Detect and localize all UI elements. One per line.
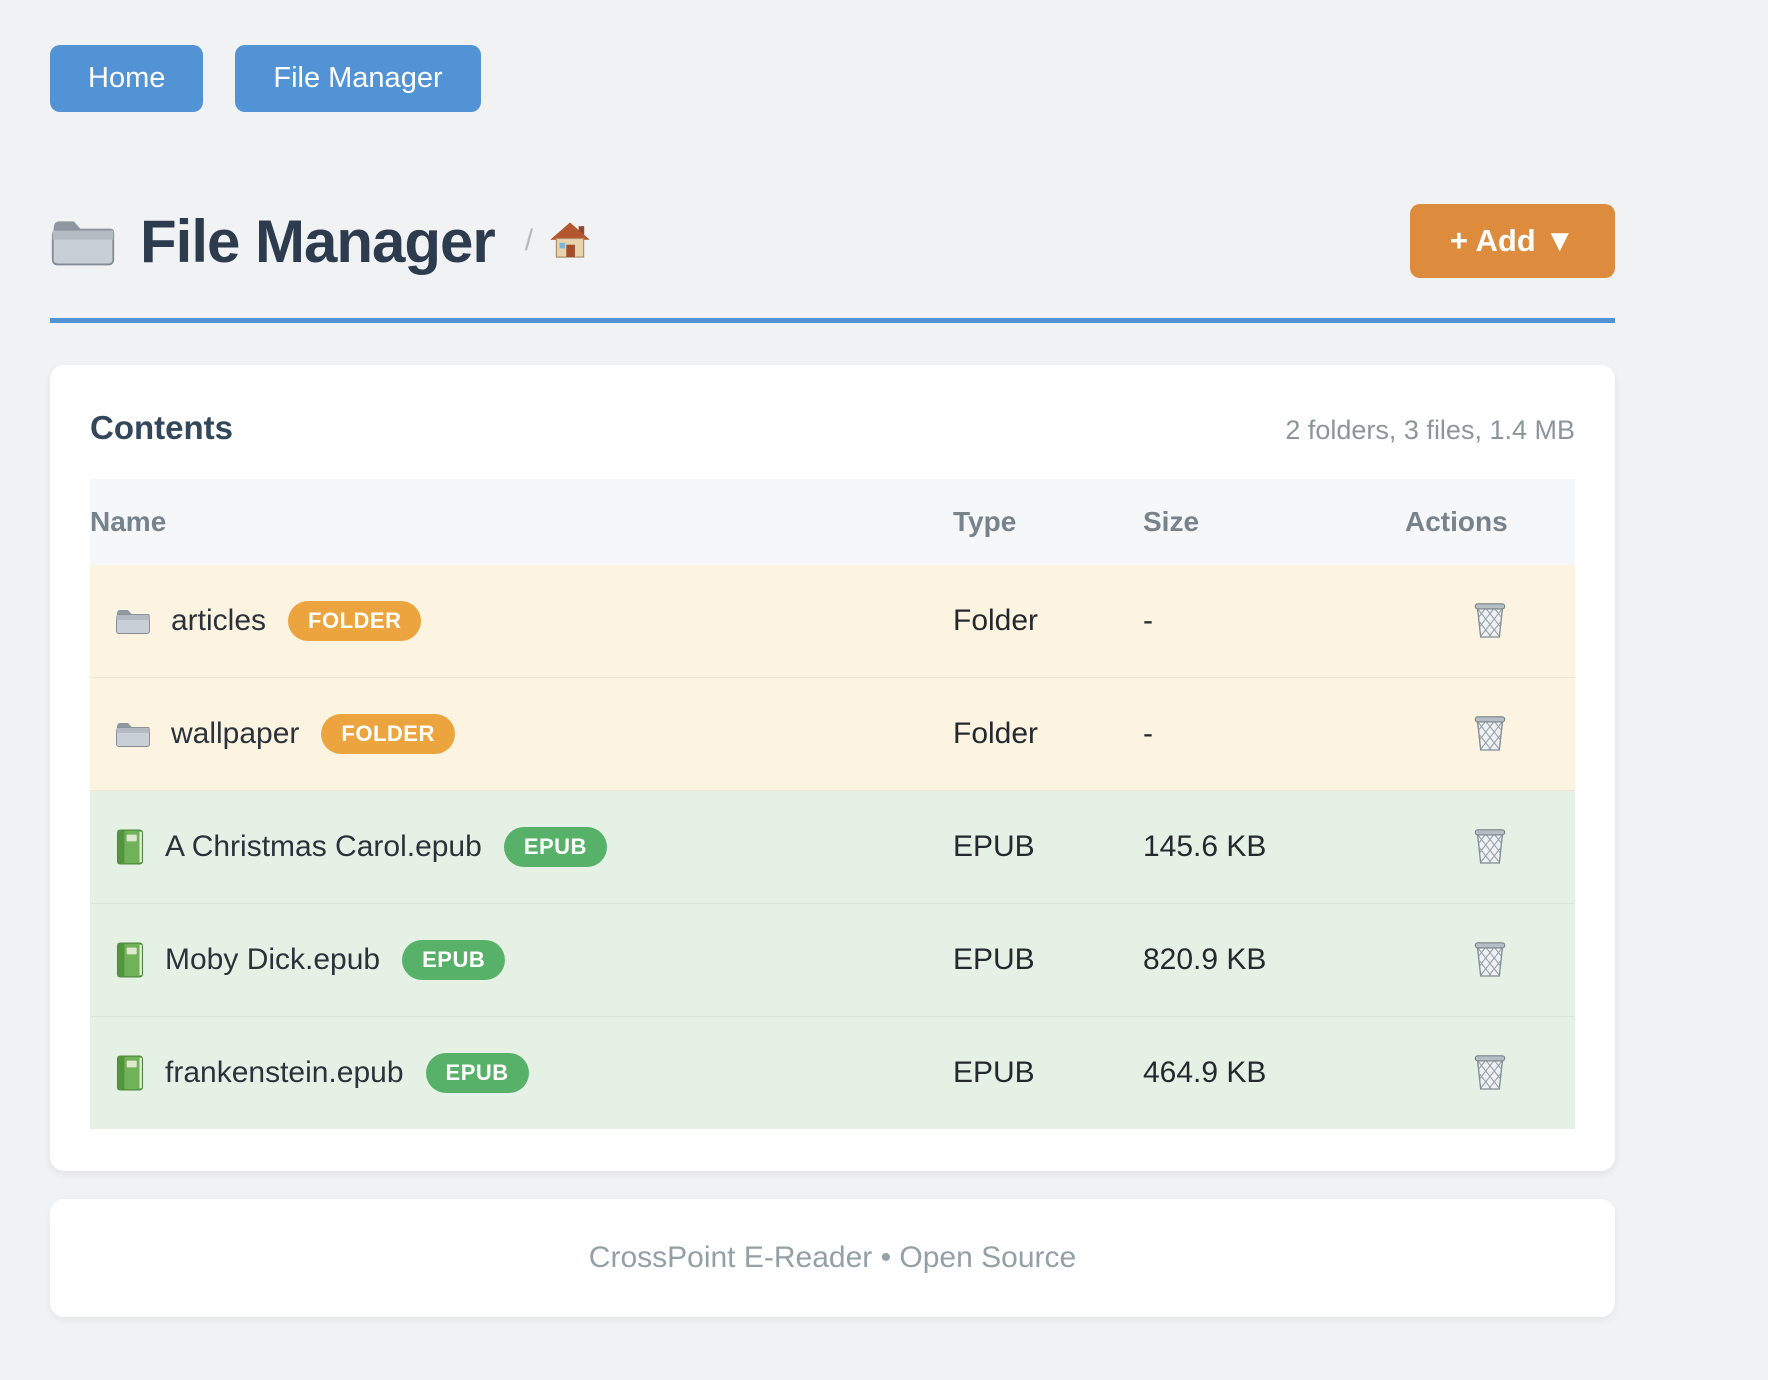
item-size: 145.6 KB	[1143, 790, 1405, 904]
add-button[interactable]: + Add ▼	[1409, 204, 1615, 278]
house-icon[interactable]	[549, 221, 591, 261]
epub-badge: EPUB	[425, 1053, 529, 1093]
table-row: wallpaper FOLDER Folder -	[90, 677, 1575, 791]
table-row: articles FOLDER Folder -	[90, 565, 1575, 678]
book-icon	[115, 942, 145, 978]
breadcrumb-separator: /	[524, 224, 534, 257]
folder-icon	[50, 214, 116, 269]
footer: CrossPoint E-Reader • Open Source	[50, 1199, 1615, 1317]
item-name[interactable]: articles	[171, 604, 267, 637]
contents-summary: 2 folders, 3 files, 1.4 MB	[1285, 415, 1575, 445]
contents-card-header: Contents 2 folders, 3 files, 1.4 MB	[90, 409, 1575, 447]
column-header-name: Name	[90, 479, 953, 565]
top-nav: Home File Manager	[50, 0, 1615, 112]
delete-button[interactable]	[1468, 595, 1512, 643]
trash-icon	[1472, 1051, 1508, 1091]
header-divider	[50, 318, 1615, 323]
item-size: 820.9 KB	[1143, 903, 1405, 1017]
book-icon	[115, 1055, 145, 1091]
trash-icon	[1472, 938, 1508, 978]
folder-icon	[115, 718, 151, 750]
file-table-head: Name Type Size Actions	[90, 479, 1575, 565]
trash-icon	[1472, 599, 1508, 639]
item-name[interactable]: wallpaper	[171, 717, 300, 750]
delete-button[interactable]	[1468, 934, 1512, 982]
column-header-actions: Actions	[1405, 479, 1575, 565]
footer-text: CrossPoint E-Reader • Open Source	[588, 1241, 1077, 1274]
page-header: File Manager / + Add ▼	[50, 204, 1615, 278]
item-type: EPUB	[953, 1016, 1143, 1129]
item-size: 464.9 KB	[1143, 1016, 1405, 1129]
delete-button[interactable]	[1468, 1047, 1512, 1095]
home-button[interactable]: Home	[50, 45, 204, 112]
item-name[interactable]: frankenstein.epub	[165, 1056, 404, 1089]
folder-badge: FOLDER	[288, 601, 422, 641]
trash-icon	[1472, 712, 1508, 752]
table-row: frankenstein.epub EPUB EPUB 464.9 KB	[90, 1016, 1575, 1129]
item-size: -	[1143, 677, 1405, 791]
delete-button[interactable]	[1468, 821, 1512, 869]
page-container: Home File Manager File Manager / + Add ▼…	[50, 0, 1615, 1317]
table-row: A Christmas Carol.epub EPUB EPUB 145.6 K…	[90, 790, 1575, 904]
column-header-type: Type	[953, 479, 1143, 565]
delete-button[interactable]	[1468, 708, 1512, 756]
book-icon	[115, 829, 145, 865]
epub-badge: EPUB	[503, 827, 607, 867]
folder-icon	[115, 605, 151, 637]
contents-heading: Contents	[90, 409, 233, 446]
page-title: File Manager	[140, 207, 496, 275]
item-type: Folder	[953, 677, 1143, 791]
file-table: Name Type Size Actions articles FOLDER	[90, 479, 1575, 1129]
item-type: EPUB	[953, 903, 1143, 1017]
column-header-size: Size	[1143, 479, 1405, 565]
table-row: Moby Dick.epub EPUB EPUB 820.9 KB	[90, 903, 1575, 1017]
contents-card: Contents 2 folders, 3 files, 1.4 MB Name…	[50, 365, 1615, 1171]
item-size: -	[1143, 565, 1405, 678]
file-manager-button[interactable]: File Manager	[235, 45, 481, 112]
file-table-body: articles FOLDER Folder - wallpaper	[90, 565, 1575, 1129]
item-type: EPUB	[953, 790, 1143, 904]
breadcrumb: /	[525, 221, 591, 261]
folder-badge: FOLDER	[321, 714, 455, 754]
epub-badge: EPUB	[402, 940, 506, 980]
item-name[interactable]: A Christmas Carol.epub	[165, 830, 482, 863]
item-type: Folder	[953, 565, 1143, 678]
item-name[interactable]: Moby Dick.epub	[165, 943, 381, 976]
trash-icon	[1472, 825, 1508, 865]
